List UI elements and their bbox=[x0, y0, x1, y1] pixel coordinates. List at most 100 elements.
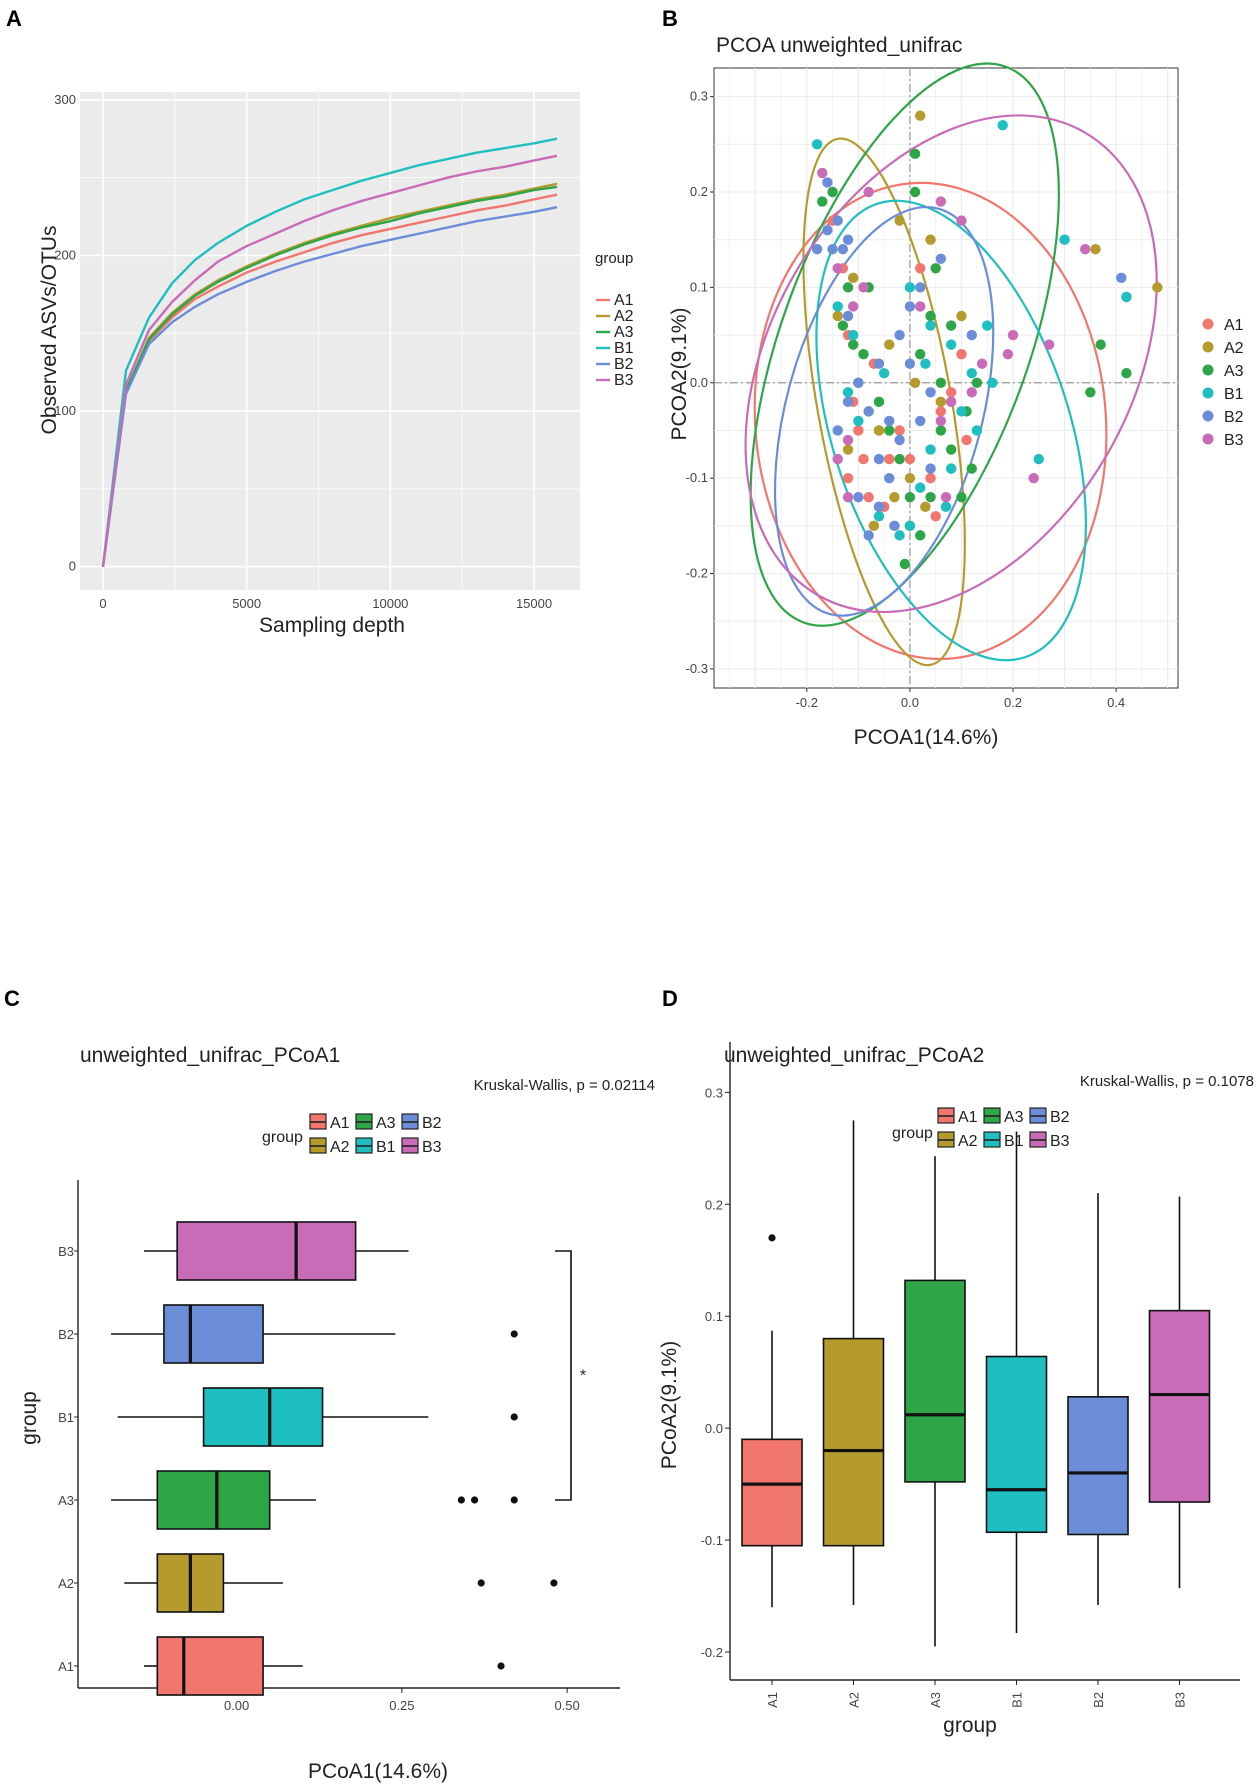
panel-b-point-b2 bbox=[894, 434, 905, 446]
panel-c-ytick-label: A1 bbox=[58, 1659, 74, 1674]
panel-b-point-b3 bbox=[915, 301, 926, 312]
panel-b-point-a3 bbox=[873, 396, 885, 408]
panel-b-point-a3 bbox=[925, 310, 936, 322]
panel-b-point-a2 bbox=[884, 339, 895, 350]
panel-a-ytick-label: 100 bbox=[54, 403, 76, 418]
panel-b-point-a3 bbox=[884, 425, 895, 436]
panel-b-point-a3 bbox=[915, 348, 926, 360]
panel-c-subtitle: Kruskal-Wallis, p = 0.02114 bbox=[474, 1077, 655, 1094]
panel-d-legend-title: group bbox=[892, 1125, 933, 1142]
panel-b-point-b1 bbox=[1121, 291, 1132, 303]
panel-b-point-a2 bbox=[889, 492, 900, 503]
panel-b-legend-label: A2 bbox=[1224, 340, 1244, 357]
panel-b-point-b3 bbox=[1007, 329, 1019, 341]
panel-b-point-b1 bbox=[853, 415, 864, 427]
panel-c-ytick-label: B1 bbox=[58, 1410, 74, 1425]
panel-d-outlier-a1 bbox=[768, 1234, 776, 1242]
panel-b-ylabel: PCOA2(9.1%) bbox=[668, 307, 691, 440]
panel-b-point-b1 bbox=[997, 120, 1008, 131]
panel-a-xtick-label: 0 bbox=[99, 596, 106, 611]
panel-b-point-a2 bbox=[848, 272, 859, 284]
panel-a-ytick-label: 0 bbox=[69, 559, 76, 574]
panel-b-ticks: -0.2 0.0 0.2 0.4 -0.3 -0.2 -0.1 0.0 0.1 0.2 0.3 bbox=[686, 89, 1126, 710]
panel-b-point-b2 bbox=[853, 492, 864, 503]
panel-d-legend-label: A1 bbox=[958, 1109, 978, 1126]
panel-b-point-a3 bbox=[915, 530, 926, 541]
panel-c-axes: 0.00 0.25 0.50 A1 A2 A3 B1 B2 B3 bbox=[58, 1180, 620, 1713]
panel-c-ytick-label: A2 bbox=[58, 1576, 74, 1591]
panel-a-series bbox=[101, 137, 558, 567]
panel-b-point-b2 bbox=[832, 215, 843, 226]
panel-b-point-a3 bbox=[904, 492, 916, 503]
panel-b-ytick-label: 0.1 bbox=[690, 279, 708, 294]
panel-b-point-b2 bbox=[873, 453, 885, 465]
panel-b-point-b2 bbox=[842, 234, 854, 245]
panel-b-point-b1 bbox=[987, 377, 998, 388]
panel-c-box-b3 bbox=[176, 1221, 357, 1281]
panel-b-ytick-label: -0.3 bbox=[686, 661, 708, 676]
panel-a-ticks: 0 5000 10000 15000 0 100 200 300 bbox=[54, 92, 552, 611]
panel-b-point-b1 bbox=[878, 368, 890, 379]
panel-b-point-a3 bbox=[858, 348, 869, 360]
panel-b-point-a3 bbox=[827, 186, 838, 198]
panel-b-point-a1 bbox=[858, 453, 869, 465]
panel-d-box-a3 bbox=[904, 1279, 966, 1483]
panel-b-point-b3 bbox=[966, 387, 977, 398]
panel-c-significance: * bbox=[555, 1250, 586, 1501]
panel-c-box-b1 bbox=[202, 1387, 324, 1447]
panel-b-point-b3 bbox=[842, 492, 854, 503]
panel-c-ytick-label: A3 bbox=[58, 1493, 74, 1508]
panel-b-point-a1 bbox=[842, 472, 854, 484]
panel-b-point-b1 bbox=[1059, 234, 1070, 245]
panel-d-xtick-label: B3 bbox=[1173, 1692, 1188, 1708]
panel-b-legend-label: A3 bbox=[1224, 363, 1244, 380]
panel-b-point-b2 bbox=[966, 329, 977, 341]
panel-b-point-a1 bbox=[915, 263, 926, 274]
panel-b-xtick-label: 0.2 bbox=[1004, 695, 1022, 710]
panel-b-point-a3 bbox=[971, 377, 983, 388]
panel-b-point-a1 bbox=[894, 425, 905, 436]
panel-b-point-b1 bbox=[904, 520, 916, 532]
panel-b-point-b2 bbox=[822, 224, 833, 236]
panel-c-outlier-b2 bbox=[510, 1330, 518, 1338]
panel-b-point-b3 bbox=[976, 358, 988, 369]
panel-b-point-a3 bbox=[966, 463, 977, 474]
panel-b-point-a3 bbox=[956, 492, 967, 503]
panel-a-legend-label: B3 bbox=[614, 372, 634, 389]
panel-c-xlabel: PCoA1(14.6%) bbox=[308, 1760, 448, 1783]
panel-b-point-b1 bbox=[811, 139, 823, 150]
panel-a-ytick-label: 200 bbox=[54, 247, 76, 262]
panel-a-xtick-label: 10000 bbox=[372, 596, 408, 611]
panel-c-letter: C bbox=[4, 986, 20, 1011]
panel-b-ytick-label: 0.2 bbox=[690, 184, 708, 199]
panel-b-point-a3 bbox=[935, 425, 947, 436]
panel-c-boxes bbox=[111, 1221, 558, 1696]
panel-b-point-a2 bbox=[832, 310, 843, 322]
panel-c-box-b2 bbox=[163, 1304, 264, 1364]
panel-b-legend-key-b1 bbox=[1202, 387, 1214, 399]
panel-b-letter: B bbox=[662, 6, 678, 31]
panel-b-point-b2 bbox=[873, 501, 885, 512]
panel-d-legend-label: A2 bbox=[958, 1133, 978, 1150]
panel-b-point-a3 bbox=[935, 377, 947, 388]
panel-b-point-a3 bbox=[909, 148, 921, 160]
panel-c-outlier-a3 bbox=[470, 1496, 479, 1504]
panel-b-point-b1 bbox=[940, 501, 952, 512]
panel-d-ylabel: PCoA2(9.1%) bbox=[658, 1341, 681, 1469]
panel-b-point-b3 bbox=[842, 434, 854, 446]
panel-d-legend-label: B1 bbox=[1004, 1133, 1024, 1150]
panel-b-point-b2 bbox=[842, 396, 854, 408]
panel-b-point-b3 bbox=[940, 492, 952, 503]
panel-d-xtick-label: A2 bbox=[847, 1692, 862, 1708]
panel-b-point-a3 bbox=[899, 558, 910, 570]
panel-b-point-a1 bbox=[925, 472, 936, 484]
panel-b-point-b1 bbox=[915, 482, 926, 493]
panel-b-xlabel: PCOA1(14.6%) bbox=[854, 726, 999, 749]
panel-a-xtick-label: 15000 bbox=[516, 596, 552, 611]
panel-b-point-b1 bbox=[925, 444, 936, 455]
panel-c-legend-label: B3 bbox=[422, 1139, 442, 1156]
panel-b-point-a3 bbox=[817, 196, 828, 207]
panel-d-xtick-label: B2 bbox=[1091, 1692, 1106, 1708]
panel-b-point-b1 bbox=[832, 301, 843, 312]
